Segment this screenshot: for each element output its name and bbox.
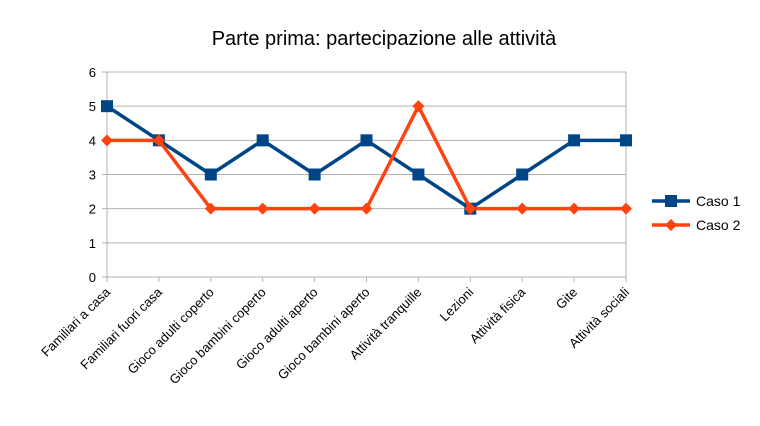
- x-tick-label: Gite: [553, 285, 580, 312]
- y-tick-label: 5: [89, 99, 96, 114]
- series-2-point: [516, 202, 529, 215]
- series-1-point: [412, 168, 425, 181]
- legend-marker-1: [665, 195, 677, 207]
- x-tick-label: Gioco bambini coperto: [166, 285, 269, 388]
- series-1-point: [204, 168, 217, 181]
- series-2-point: [204, 202, 217, 215]
- legend: Caso 1 Caso 2: [652, 193, 741, 233]
- series-1-point: [360, 134, 373, 147]
- series-1-point: [101, 100, 113, 113]
- y-tick-label: 0: [89, 270, 96, 285]
- y-axis-ticks: 0 1 2 3 4 5 6: [89, 65, 96, 285]
- series-2-point: [464, 202, 477, 215]
- y-tick-label: 6: [89, 65, 96, 80]
- x-tick-label: Gioco adulti coperto: [125, 285, 217, 377]
- series-2-point: [308, 202, 321, 215]
- legend-label-2: Caso 2: [696, 217, 741, 233]
- series-2-point: [620, 202, 632, 215]
- grid-lines: [102, 71, 627, 282]
- series-2-point: [568, 202, 581, 215]
- series-2-point: [101, 134, 113, 147]
- series-1-point: [568, 134, 581, 147]
- x-tick-label: Gioco bambini aperto: [275, 285, 373, 383]
- series-line-1: [106, 104, 626, 211]
- y-tick-label: 3: [89, 168, 96, 183]
- y-tick-label: 2: [89, 202, 96, 217]
- series-2-point: [412, 100, 425, 113]
- series-1-point: [308, 168, 321, 181]
- series-group: [101, 100, 632, 215]
- x-tick-label: Attività fisica: [467, 284, 529, 346]
- series-1-point: [256, 134, 269, 147]
- legend-marker-2: [665, 219, 677, 231]
- series-1-point: [516, 168, 529, 181]
- legend-label-1: Caso 1: [696, 193, 741, 209]
- y-tick-label: 1: [89, 236, 96, 251]
- series-2-point: [256, 202, 269, 215]
- chart-title: Parte prima: partecipazione alle attivit…: [212, 28, 557, 50]
- y-tick-label: 4: [89, 133, 96, 148]
- x-tick-label: Lezioni: [437, 284, 477, 324]
- series-1-point: [620, 134, 632, 147]
- series-2-point: [360, 202, 373, 215]
- series-2-point: [152, 134, 165, 147]
